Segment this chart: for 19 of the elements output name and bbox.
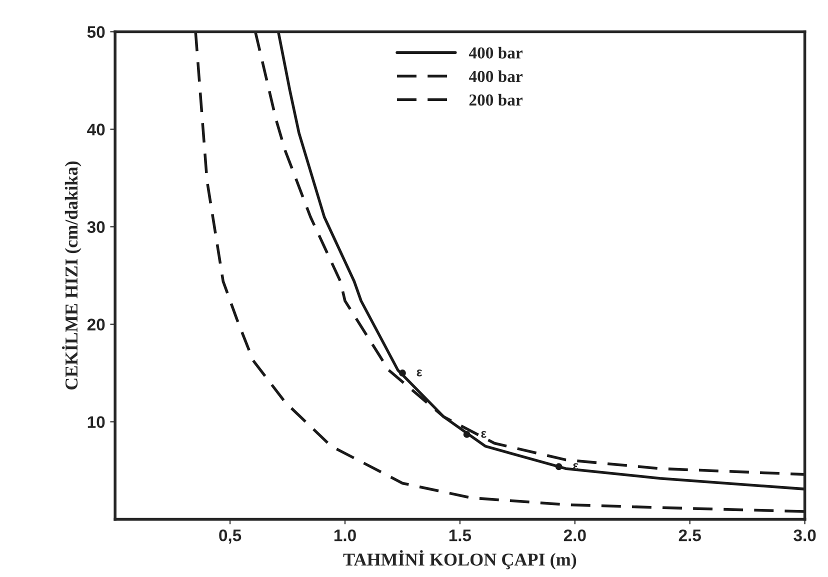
- legend-label: 400 bar: [468, 46, 523, 59]
- x-tick-label: 1.0: [334, 529, 356, 542]
- y-axis-title: CEKİLME HIZI (cm/dakika): [62, 161, 82, 390]
- annotation: ε: [481, 430, 486, 438]
- x-tick-label: 2.5: [678, 529, 701, 542]
- x-tick-label: 2.0: [564, 529, 586, 542]
- annotation: ε: [573, 463, 578, 470]
- x-tick-label: 3.0: [794, 529, 816, 542]
- x-axis-title: TAHMİNİ KOLON ÇAPI (m): [343, 550, 576, 570]
- y-tick-label: 30: [87, 221, 105, 233]
- legend-label: 200 bar: [469, 94, 523, 106]
- y-tick-label: 10: [88, 416, 105, 428]
- annotation: ε: [416, 370, 422, 376]
- x-tick-label: 0,5: [219, 529, 242, 544]
- y-tick-label: 50: [87, 26, 105, 38]
- y-tick-label: 40: [87, 124, 105, 136]
- x-tick-label: 1.5: [449, 530, 472, 542]
- legend-label: 400 bar: [468, 70, 523, 82]
- y-tick-label: 20: [87, 318, 105, 330]
